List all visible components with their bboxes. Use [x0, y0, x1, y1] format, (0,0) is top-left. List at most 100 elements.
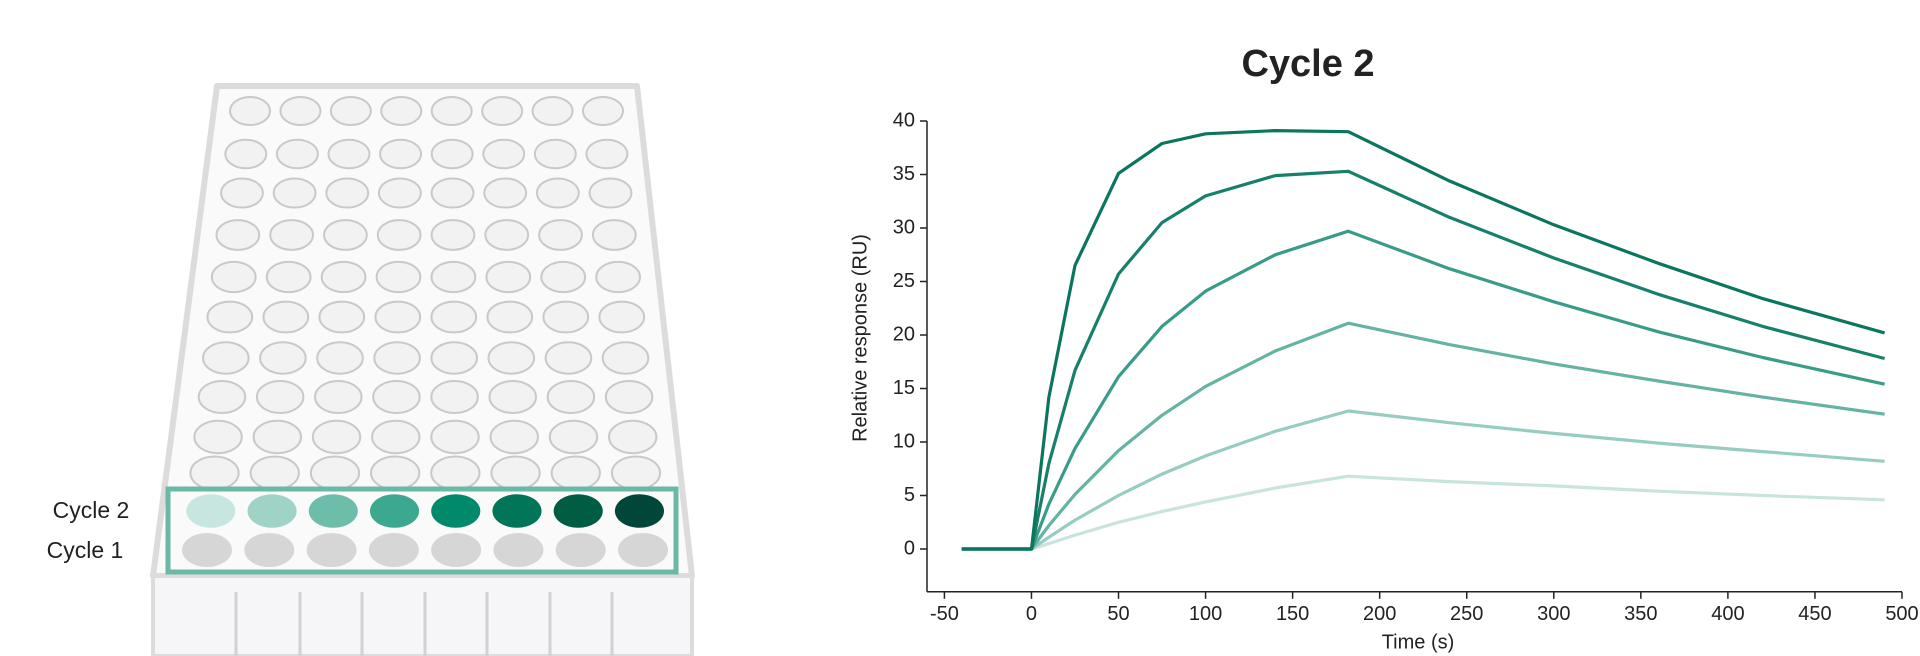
well	[490, 455, 541, 491]
well	[430, 419, 480, 455]
well	[325, 177, 370, 209]
well	[201, 341, 250, 375]
x-tick-label: 400	[1711, 603, 1744, 625]
well	[368, 533, 419, 567]
well	[373, 341, 421, 375]
well	[493, 533, 544, 567]
well	[272, 177, 317, 209]
well	[544, 341, 593, 375]
well	[588, 177, 633, 209]
well	[306, 533, 357, 567]
well	[546, 380, 596, 414]
x-tick-label: 450	[1798, 603, 1831, 625]
well	[610, 455, 662, 491]
y-tick-label: 5	[904, 484, 915, 506]
well	[431, 494, 481, 528]
well	[486, 300, 534, 334]
well	[224, 138, 268, 170]
well	[430, 455, 481, 491]
x-tick-label: 350	[1624, 603, 1657, 625]
series-line	[961, 129, 1886, 551]
cycle-highlight	[165, 486, 679, 575]
well	[553, 494, 603, 528]
well	[535, 177, 580, 209]
row-label: Cycle 2	[53, 497, 130, 523]
well	[255, 380, 305, 414]
well	[370, 455, 421, 491]
well	[430, 300, 478, 334]
well	[220, 177, 264, 209]
well	[598, 300, 646, 334]
well	[197, 380, 247, 414]
well	[318, 300, 366, 334]
well	[309, 455, 361, 491]
well	[595, 260, 642, 294]
x-tick-label: 0	[1026, 603, 1037, 625]
well	[548, 419, 599, 455]
y-tick-label: 35	[893, 163, 915, 185]
well	[555, 533, 606, 567]
well	[311, 419, 362, 455]
well	[322, 219, 368, 251]
well	[316, 341, 364, 375]
x-tick-label: 300	[1537, 603, 1570, 625]
wells	[182, 96, 668, 567]
well	[329, 96, 372, 126]
well	[249, 455, 300, 491]
plate-dividers	[234, 592, 614, 656]
y-tick-label: 20	[893, 323, 915, 345]
well	[182, 533, 232, 567]
well	[430, 177, 475, 209]
plate-front	[151, 574, 694, 656]
well	[430, 341, 479, 375]
well	[618, 533, 668, 567]
well	[229, 96, 271, 126]
well	[585, 138, 629, 170]
x-tick-label: 250	[1450, 603, 1483, 625]
well	[607, 419, 658, 455]
well	[265, 260, 312, 294]
well	[380, 96, 423, 126]
y-tick-label: 30	[893, 216, 915, 238]
well	[193, 419, 243, 455]
well	[262, 300, 310, 334]
well	[372, 380, 421, 414]
y-tick-label: 0	[904, 537, 915, 559]
series-line	[961, 474, 1885, 551]
well	[485, 260, 532, 294]
well	[430, 138, 474, 170]
well	[371, 419, 421, 455]
well	[244, 533, 295, 567]
well	[538, 219, 583, 251]
well	[481, 96, 524, 126]
series-line	[961, 409, 1885, 551]
well	[189, 455, 240, 491]
well	[252, 419, 303, 455]
well	[484, 219, 530, 251]
well	[259, 341, 307, 375]
well	[604, 380, 654, 414]
well	[430, 380, 479, 414]
well	[247, 494, 297, 528]
x-tick-label: -50	[930, 603, 959, 625]
well	[369, 494, 420, 528]
well	[430, 219, 476, 251]
y-tick-label: 40	[893, 109, 915, 131]
well	[430, 260, 477, 294]
x-tick-label: 50	[1107, 603, 1129, 625]
well	[206, 300, 254, 334]
chart-title: Cycle 2	[1241, 43, 1374, 85]
well	[215, 219, 261, 251]
well	[375, 260, 422, 294]
well	[531, 96, 574, 126]
y-tick-label: 25	[893, 270, 915, 292]
series-line	[961, 169, 1886, 551]
well	[308, 494, 358, 528]
well	[483, 177, 528, 209]
y-tick-label: 15	[893, 377, 915, 399]
well	[488, 380, 538, 414]
well	[377, 177, 422, 209]
x-tick-label: 200	[1363, 603, 1396, 625]
well	[430, 96, 473, 126]
